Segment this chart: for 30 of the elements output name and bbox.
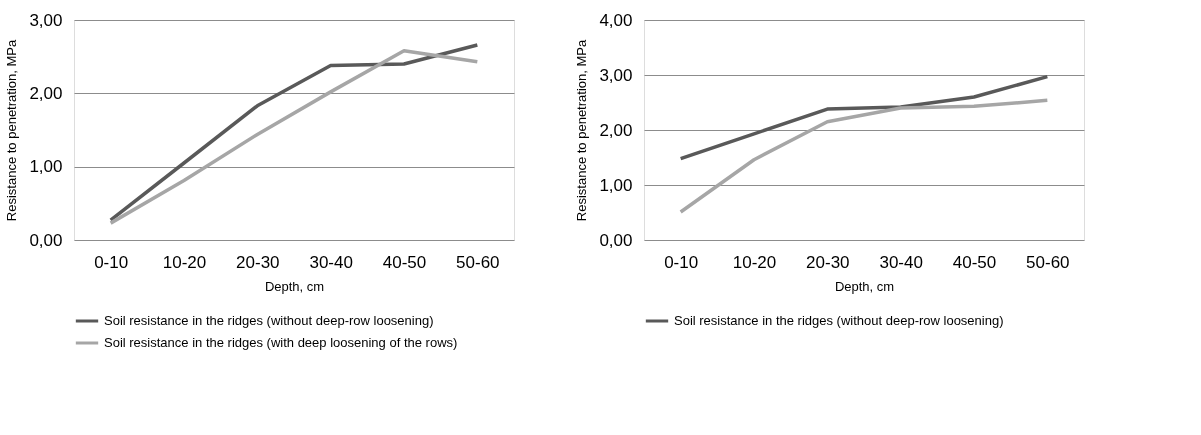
y-tick-label: 0,00 <box>29 230 63 250</box>
x-tick-label: 0-10 <box>94 252 129 272</box>
legend-label: Soil resistance in the ridges (without deep-row loosening) <box>104 313 434 328</box>
y-tick-label: 2,00 <box>599 120 633 140</box>
x-tick-label: 0-10 <box>664 252 699 272</box>
y-axis-title: Resistance to penetration, MPa <box>574 39 590 222</box>
y-tick-label: 3,00 <box>29 10 63 30</box>
x-tick-label: 30-40 <box>309 252 353 272</box>
x-tick-label: 40-50 <box>952 252 997 272</box>
y-tick-label: 4,00 <box>599 10 633 30</box>
y-tick-label: 0,00 <box>599 230 633 250</box>
x-tick-label: 20-30 <box>806 252 850 272</box>
x-axis-title: Depth, cm <box>834 278 895 294</box>
x-tick-label: 20-30 <box>236 252 280 272</box>
line-series <box>678 74 1050 161</box>
y-tick-label: 2,00 <box>29 83 63 103</box>
y-tick-label: 1,00 <box>599 175 633 195</box>
x-tick-label: 40-50 <box>382 252 427 272</box>
legend-label: Soil resistance in the ridges (with deep loosening of the rows) <box>104 335 458 350</box>
line-series <box>678 98 1050 214</box>
y-tick-label: 3,00 <box>599 65 633 85</box>
y-axis-title: Resistance to penetration, MPa <box>4 39 20 222</box>
x-tick-label: 50-60 <box>1026 252 1070 272</box>
x-tick-label: 10-20 <box>732 252 777 272</box>
legend-label: Soil resistance in the ridges (without deep-row loosening) <box>674 313 1004 328</box>
x-tick-label: 10-20 <box>162 252 207 272</box>
x-tick-label: 30-40 <box>879 252 923 272</box>
y-tick-label: 1,00 <box>29 157 63 177</box>
x-tick-label: 50-60 <box>456 252 500 272</box>
x-axis-title: Depth, cm <box>264 278 325 294</box>
